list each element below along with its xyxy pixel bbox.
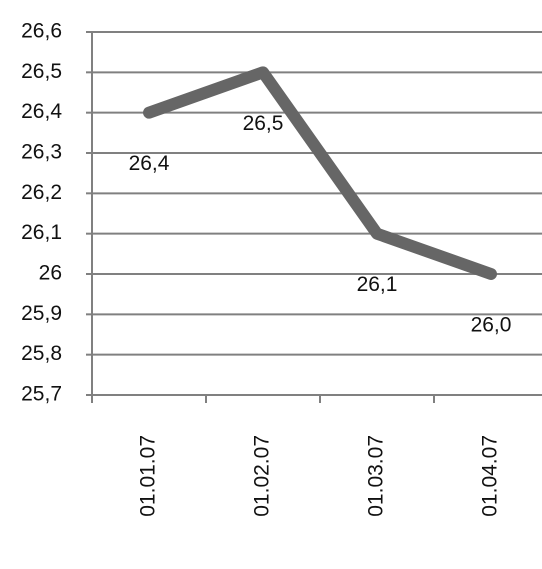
y-tick-label: 26,6 [21,20,62,43]
y-tick-label: 25,7 [21,383,62,406]
y-tick-label: 26,3 [21,141,62,164]
x-tick-label: 01.03.07 [365,435,388,517]
y-tick-label: 26,5 [21,60,62,83]
x-tick-label: 01.04.07 [479,435,502,517]
y-tick-label: 25,8 [21,342,62,365]
data-label: 26,1 [357,273,398,296]
y-tick-label: 26,1 [21,221,62,244]
x-tick-label: 01.02.07 [251,435,274,517]
y-tick-label: 26,4 [21,100,62,123]
data-line [143,66,497,280]
y-tick-label: 26,2 [21,181,62,204]
data-label: 26,4 [129,152,170,175]
data-label: 26,5 [243,112,284,135]
data-label: 26,0 [471,314,512,337]
y-tick-label: 25,9 [21,302,62,325]
x-tick-label: 01.01.07 [137,435,160,517]
y-tick-label: 26 [39,262,62,285]
